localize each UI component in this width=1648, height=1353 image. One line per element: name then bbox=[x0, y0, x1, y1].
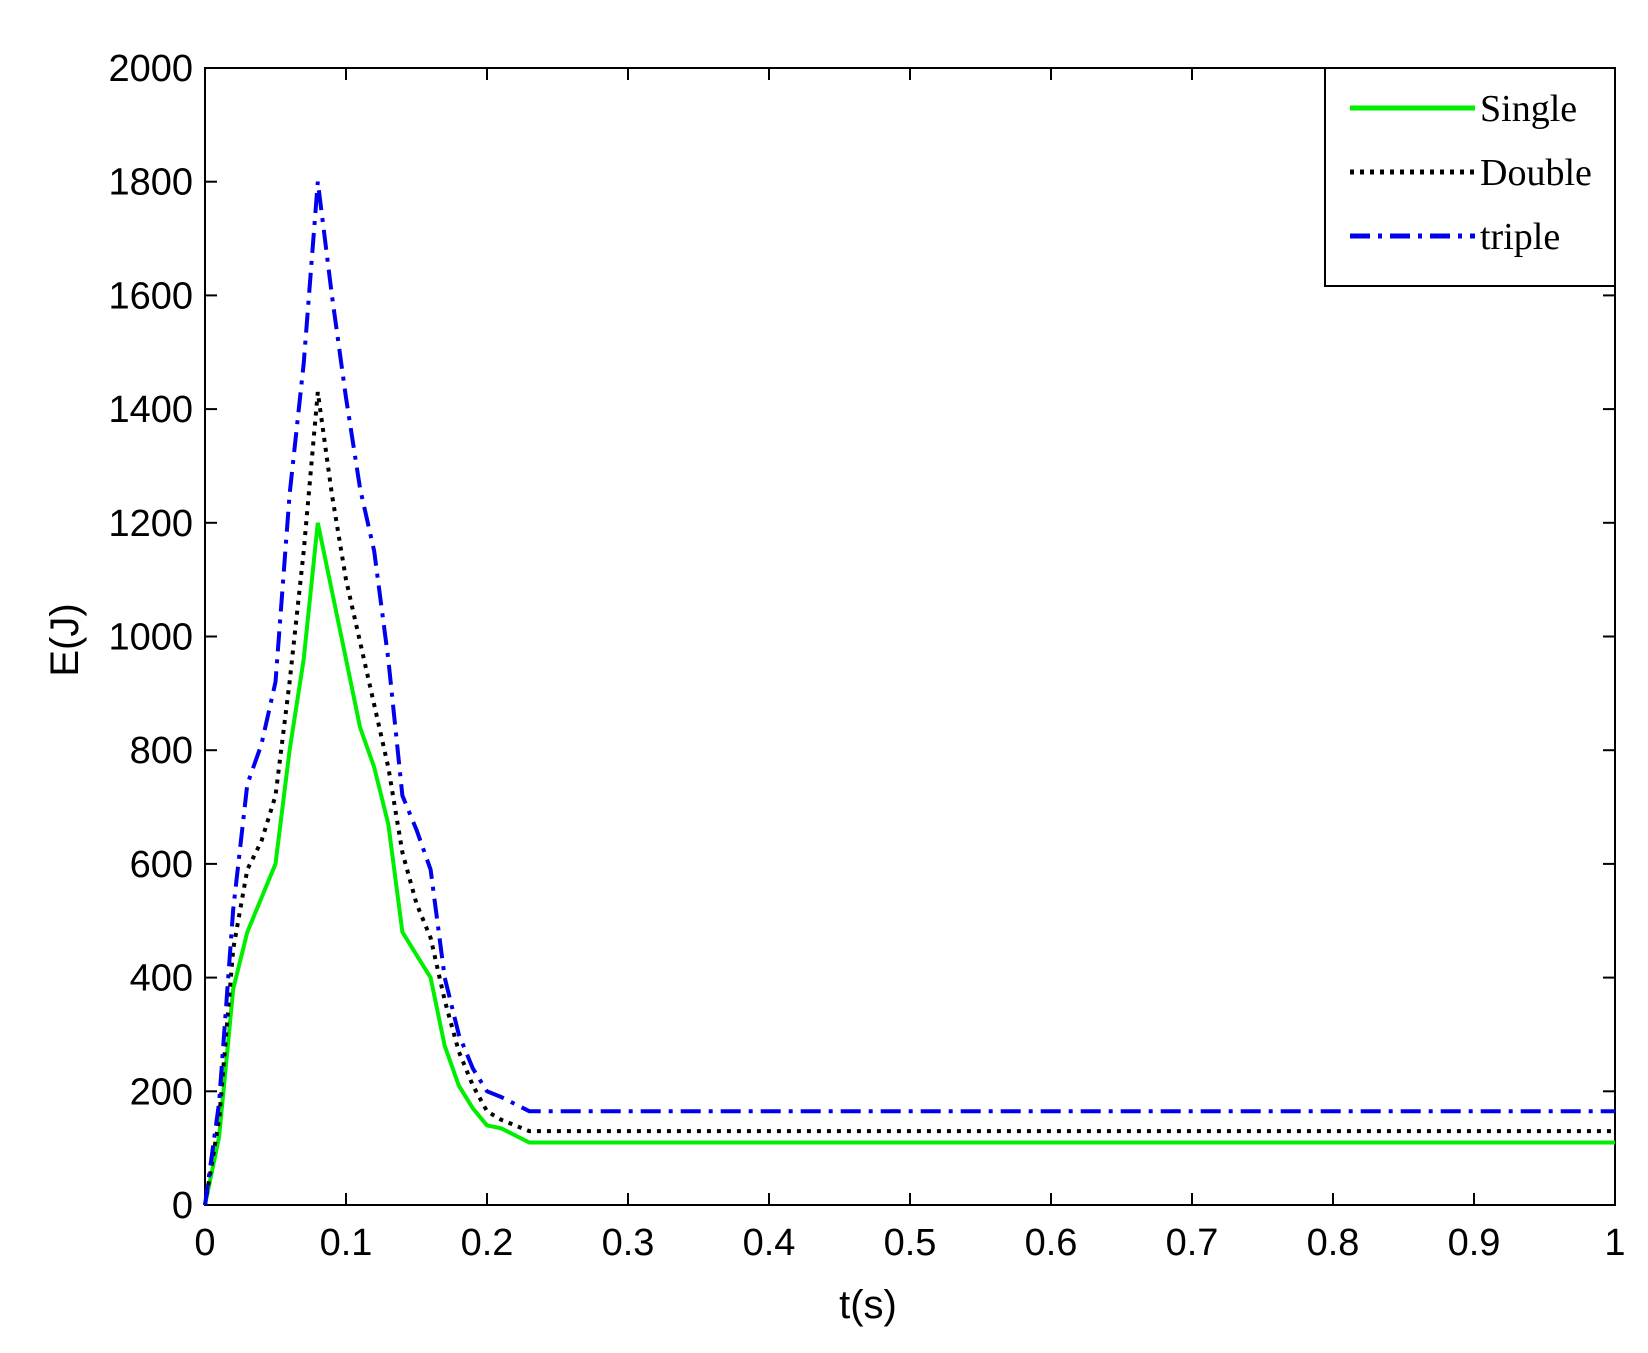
y-tick-label: 1200 bbox=[108, 503, 193, 545]
x-tick-label: 0.2 bbox=[461, 1222, 514, 1264]
y-tick-label: 400 bbox=[130, 958, 193, 1000]
x-tick-label: 0.3 bbox=[602, 1222, 655, 1264]
y-axis-ticks: 0 200 400 600 800 1000 1200 1400 1600 1800 2000 bbox=[108, 48, 1615, 1227]
y-tick-label: 600 bbox=[130, 844, 193, 886]
y-tick-label: 1000 bbox=[108, 617, 193, 659]
y-tick-label: 200 bbox=[130, 1071, 193, 1113]
x-tick-label: 0.7 bbox=[1166, 1222, 1219, 1264]
x-axis-title: t(s) bbox=[839, 1283, 897, 1327]
series-line-double bbox=[203, 391, 1615, 1206]
x-tick-label: 0.4 bbox=[743, 1222, 796, 1264]
y-tick-label: 800 bbox=[130, 730, 193, 772]
x-tick-label: 0.8 bbox=[1307, 1222, 1360, 1264]
legend-label-single: Single bbox=[1480, 88, 1577, 130]
series-line-triple bbox=[203, 181, 1615, 1206]
y-axis-title: E(J) bbox=[43, 603, 87, 676]
x-tick-label: 1 bbox=[1604, 1222, 1625, 1264]
x-tick-label: 0.9 bbox=[1448, 1222, 1501, 1264]
y-tick-label: 1400 bbox=[108, 389, 193, 431]
x-tick-label: 0.1 bbox=[320, 1222, 373, 1264]
x-tick-label: 0.5 bbox=[884, 1222, 937, 1264]
x-tick-label: 0 bbox=[194, 1222, 215, 1264]
legend-box bbox=[1324, 67, 1616, 287]
x-tick-label: 0.6 bbox=[1025, 1222, 1078, 1264]
legend-label-double: Double bbox=[1480, 152, 1592, 194]
series-line-single bbox=[203, 522, 1615, 1206]
legend-label-triple: triple bbox=[1480, 216, 1560, 258]
series-layer bbox=[203, 181, 1615, 1206]
y-tick-label: 1800 bbox=[108, 162, 193, 204]
y-tick-label: 2000 bbox=[108, 48, 193, 90]
x-axis-ticks: 0 0.1 0.2 0.3 0.4 0.5 0.6 0.7 0.8 0.9 1 bbox=[194, 68, 1626, 1264]
y-tick-label: 1600 bbox=[108, 275, 193, 317]
y-tick-label: 0 bbox=[172, 1185, 193, 1227]
legend: Single Double triple bbox=[1324, 67, 1616, 287]
